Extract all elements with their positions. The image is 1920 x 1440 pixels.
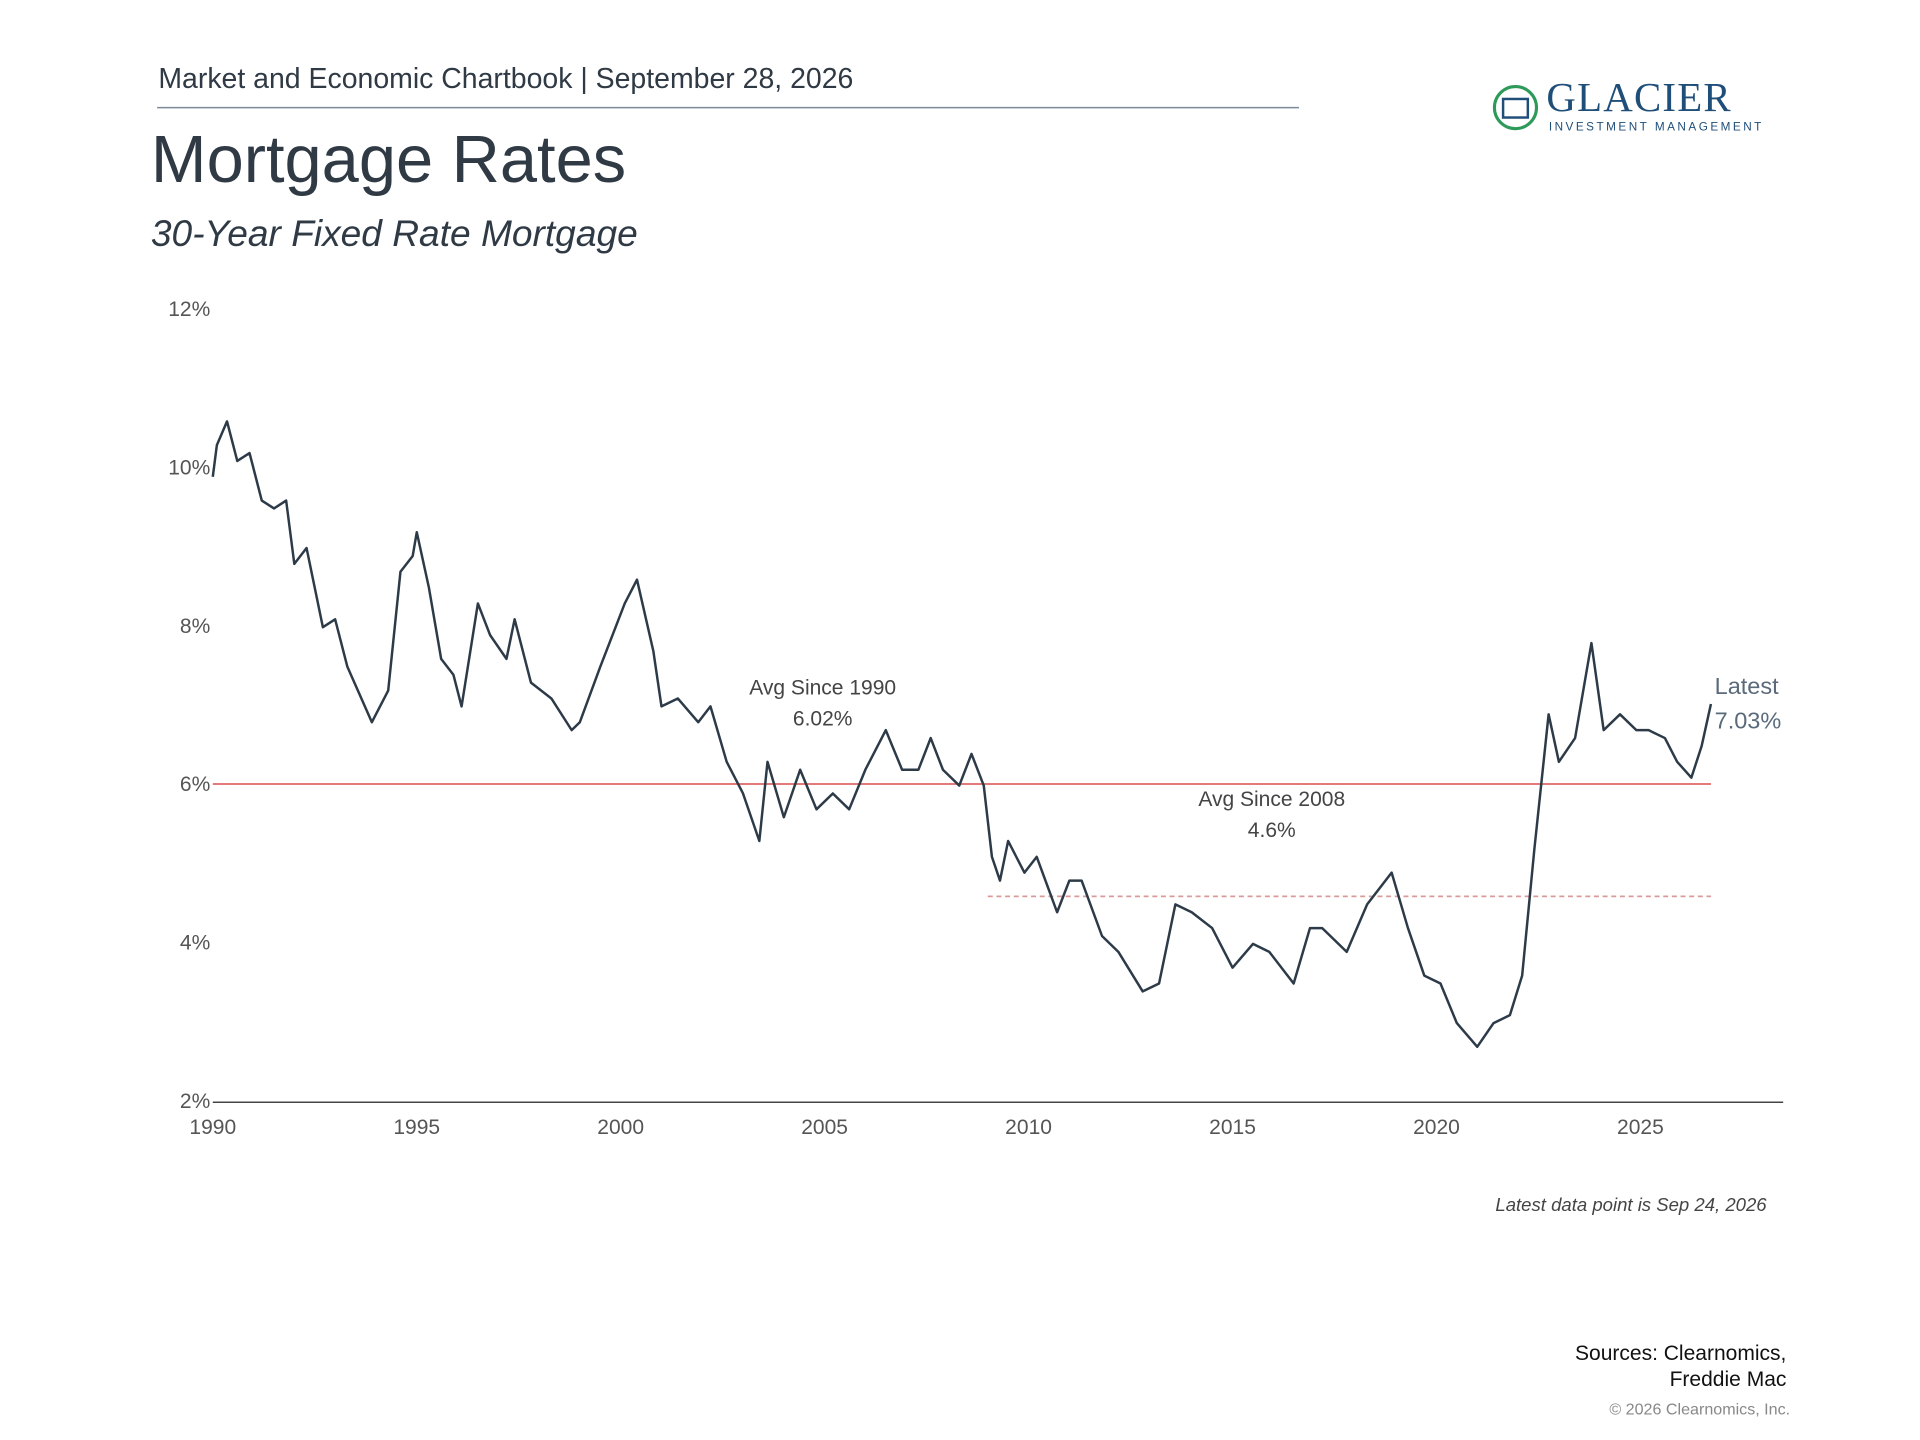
reference-value-label: 4.6% — [1248, 819, 1296, 842]
x-tick-label: 2025 — [1617, 1116, 1664, 1139]
logo-name: GLACIER — [1546, 75, 1732, 120]
series-line — [211, 420, 1713, 1049]
logo-mark — [1501, 97, 1530, 119]
y-tick-label: 4% — [180, 931, 210, 954]
x-tick-label: 2000 — [597, 1116, 644, 1139]
reference-label: Avg Since 2008 — [1198, 788, 1345, 811]
y-tick-label: 12% — [168, 298, 210, 321]
x-tick-label: 2015 — [1209, 1116, 1256, 1139]
chart-title: Mortgage Rates — [151, 123, 626, 197]
logo-tagline: INVESTMENT MANAGEMENT — [1549, 121, 1764, 134]
y-tick-label: 10% — [168, 456, 210, 479]
latest-label: Latest — [1715, 673, 1779, 699]
logo: GLACIER INVESTMENT MANAGEMENT — [1492, 75, 1764, 134]
sources: Sources: Clearnomics, — [1575, 1342, 1786, 1365]
copyright: © 2026 Clearnomics, Inc. — [1609, 1401, 1790, 1419]
x-tick-label: 1995 — [393, 1116, 440, 1139]
y-tick-label: 2% — [180, 1090, 210, 1113]
x-tick-label: 2020 — [1413, 1116, 1460, 1139]
chart-subtitle: 30-Year Fixed Rate Mortgage — [151, 212, 638, 254]
x-tick-label: 1990 — [189, 1116, 236, 1139]
y-tick-label: 6% — [180, 773, 210, 796]
header: Market and Economic Chartbook | Septembe… — [158, 63, 853, 95]
note: Latest data point is Sep 24, 2026 — [1495, 1194, 1767, 1215]
reference-value-label: 6.02% — [793, 708, 853, 731]
sources: Freddie Mac — [1670, 1368, 1787, 1391]
latest-value-label: 7.03% — [1715, 708, 1782, 734]
reference-label: Avg Since 1990 — [749, 677, 896, 700]
x-tick-label: 2005 — [801, 1116, 848, 1139]
logo-mark — [1492, 85, 1539, 131]
y-tick-label: 8% — [180, 615, 210, 638]
x-tick-label: 2010 — [1005, 1116, 1052, 1139]
